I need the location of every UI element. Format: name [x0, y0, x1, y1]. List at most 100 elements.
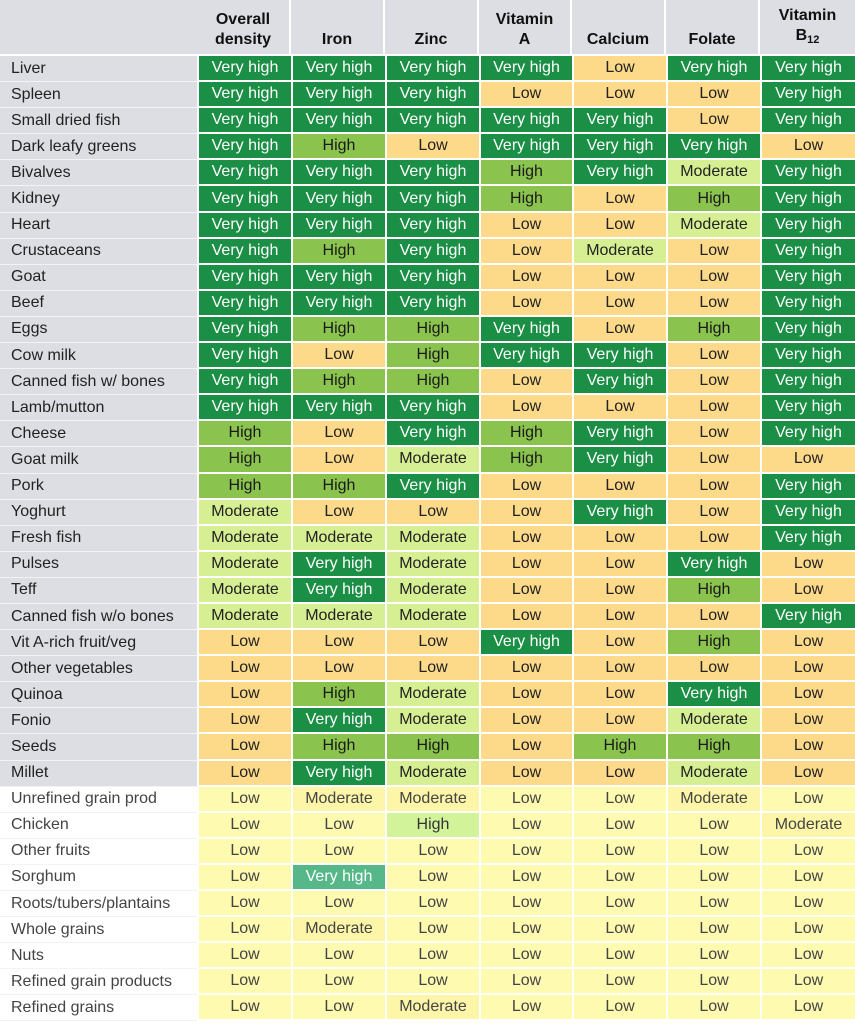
rating-cell: Very high [666, 682, 760, 709]
rating-cell: Low [666, 343, 760, 370]
rating-cell: Very high [385, 160, 479, 187]
table-row: Roots/tubers/plantains Low Low Low Low Low Low… [0, 891, 855, 918]
table-row: Refined grain products Low Low Low Low Low Low… [0, 969, 855, 996]
rating-cell: Low [291, 995, 385, 1022]
row-food-name: Small dried fish [0, 108, 197, 135]
rating-cell: Low [572, 212, 666, 239]
rating-cell: Low [479, 473, 572, 500]
rating-cell: Very high [385, 238, 479, 265]
rating-cell: Low [291, 943, 385, 970]
rating-cell: Low [572, 864, 666, 891]
row-food-name: Bivalves [0, 160, 197, 187]
table-row: Spleen Very high Very high Very high Low Low L… [0, 82, 855, 109]
rating-cell: Very high [291, 108, 385, 135]
rating-cell: High [385, 734, 479, 761]
rating-cell: Low [760, 864, 855, 891]
row-food-name: Vit A-rich fruit/veg [0, 630, 197, 657]
rating-cell: Low [760, 630, 855, 657]
row-food-name: Quinoa [0, 682, 197, 709]
rating-cell: Very high [385, 108, 479, 135]
rating-cell: Moderate [666, 160, 760, 187]
rating-cell: Very high [291, 264, 385, 291]
rating-cell: Low [479, 917, 572, 944]
rating-cell: Low [572, 656, 666, 683]
rating-cell: Low [479, 708, 572, 735]
rating-cell: High [479, 447, 572, 474]
rating-cell: Very high [760, 56, 855, 83]
row-food-name: Goat milk [0, 447, 197, 474]
rating-cell: Moderate [291, 917, 385, 944]
rating-cell: Low [666, 995, 760, 1022]
row-food-name: Kidney [0, 186, 197, 213]
rating-cell: Low [291, 499, 385, 526]
row-food-name: Teff [0, 577, 197, 604]
rating-cell: Low [479, 577, 572, 604]
rating-cell: Very high [291, 864, 385, 891]
table-row: Goat Very high Very high Very high Low Low Low… [0, 264, 855, 291]
rating-cell: Low [479, 395, 572, 422]
table-body: Liver Very high Very high Very high Very hig… [0, 56, 855, 1022]
table-row: Chicken Low Low High Low Low Low Moderate [0, 812, 855, 839]
table-row: Canned fish w/o bones Moderate Moderate Mod… [0, 603, 855, 631]
rating-cell: Very high [385, 212, 479, 239]
row-food-name: Pulses [0, 551, 197, 578]
rating-cell: Very high [385, 186, 479, 213]
rating-cell: Very high [760, 473, 855, 500]
rating-cell: Very high [291, 56, 385, 83]
rating-cell: High [197, 473, 291, 500]
rating-cell: Very high [479, 316, 572, 344]
rating-cell: Low [760, 786, 855, 813]
rating-cell: Moderate [385, 708, 479, 735]
rating-cell: Moderate [385, 525, 479, 552]
rating-cell: Very high [197, 186, 291, 213]
rating-cell: Very high [291, 82, 385, 109]
rating-cell: Very high [291, 186, 385, 213]
rating-cell: High [197, 447, 291, 474]
row-food-name: Lamb/mutton [0, 395, 197, 422]
rating-cell: Very high [197, 160, 291, 187]
rating-cell: Low [197, 630, 291, 657]
rating-cell: Low [479, 290, 572, 317]
rating-cell: Very high [760, 238, 855, 265]
rating-cell: Low [666, 395, 760, 422]
rating-cell: Very high [760, 525, 855, 552]
row-food-name: Refined grains [0, 995, 197, 1022]
rating-cell: Low [760, 447, 855, 474]
rating-cell: Low [479, 682, 572, 709]
rating-cell: Low [572, 264, 666, 291]
rating-cell: Low [666, 264, 760, 291]
rating-cell: Moderate [666, 708, 760, 735]
table-row: Crustaceans Very high High Very high Low Mode… [0, 238, 855, 265]
table-row: Eggs Very high High High Very high Low High Ver… [0, 316, 855, 344]
header-iron: Iron [291, 0, 385, 54]
table-row: Fresh fish Moderate Moderate Moderate Low Low… [0, 525, 855, 552]
rating-cell: High [666, 186, 760, 213]
rating-cell: Low [572, 186, 666, 213]
table-row: Teff Moderate Very high Moderate Low Low High L… [0, 577, 855, 604]
rating-cell: High [479, 421, 572, 448]
rating-cell: Moderate [666, 786, 760, 813]
row-food-name: Whole grains [0, 917, 197, 944]
rating-cell: Very high [479, 343, 572, 370]
table-row: Sorghum Low Very high Low Low Low Low Low [0, 864, 855, 891]
rating-cell: Low [291, 891, 385, 918]
rating-cell: Low [666, 525, 760, 552]
rating-cell: Very high [760, 603, 855, 631]
rating-cell: Very high [572, 108, 666, 135]
row-food-name: Fonio [0, 708, 197, 735]
rating-cell: High [291, 238, 385, 265]
rating-cell: Low [572, 917, 666, 944]
rating-cell: Low [197, 656, 291, 683]
rating-cell: High [385, 343, 479, 370]
rating-cell: Very high [760, 369, 855, 396]
rating-cell: Low [385, 838, 479, 865]
table-row: Beef Very high Very high Very high Low Low Low… [0, 290, 855, 317]
table-row: Cheese High Low Very high High Very high Low Ve… [0, 421, 855, 448]
rating-cell: Moderate [385, 551, 479, 578]
rating-cell: Low [479, 525, 572, 552]
header-folate: Folate [666, 0, 760, 54]
rating-cell: Low [760, 969, 855, 996]
rating-cell: Very high [291, 708, 385, 735]
rating-cell: Moderate [760, 812, 855, 839]
